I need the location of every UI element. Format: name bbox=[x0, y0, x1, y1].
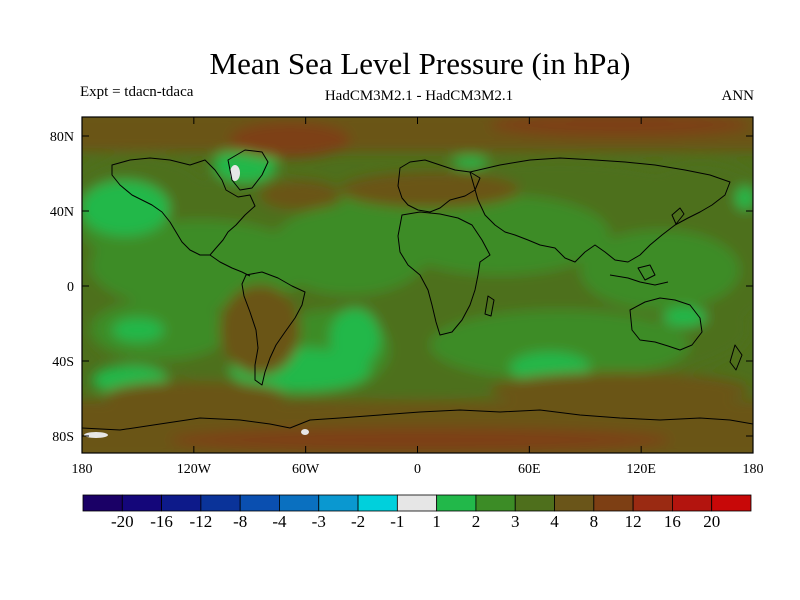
contour-level-12 bbox=[170, 117, 750, 452]
colorbar-swatch bbox=[121, 494, 162, 512]
lon-label: 60W bbox=[292, 462, 320, 477]
plot-title: Mean Sea Level Pressure (in hPa) bbox=[209, 46, 631, 81]
colorbar-label: 4 bbox=[550, 512, 559, 531]
coast-europe bbox=[397, 159, 481, 213]
colorbar-swatch bbox=[632, 494, 673, 512]
colorbar-label: 12 bbox=[625, 512, 642, 531]
coast-borneo bbox=[637, 264, 656, 281]
coast-central-america bbox=[209, 254, 251, 277]
coast-madagascar bbox=[484, 295, 495, 317]
colorbar-swatch bbox=[593, 494, 634, 512]
colorbar-swatch bbox=[672, 494, 713, 512]
colorbar-swatch bbox=[357, 494, 398, 512]
lon-label: 180 bbox=[72, 462, 93, 477]
colorbar-label: 20 bbox=[703, 512, 720, 531]
map-field bbox=[82, 117, 753, 453]
lon-label: 0 bbox=[414, 462, 421, 477]
lon-label: 120W bbox=[177, 462, 212, 477]
lat-label: 80N bbox=[50, 130, 74, 145]
coast-australia bbox=[629, 297, 703, 351]
colorbar-swatch bbox=[239, 494, 280, 512]
colorbar-label: 3 bbox=[511, 512, 520, 531]
colorbar-label: -1 bbox=[390, 512, 404, 531]
lat-label: 0 bbox=[67, 280, 74, 295]
lat-label: 80S bbox=[52, 430, 74, 445]
colorbar-label: -3 bbox=[312, 512, 326, 531]
colorbar-swatch bbox=[554, 494, 595, 512]
colorbar-label: 8 bbox=[590, 512, 599, 531]
coast-south-america bbox=[241, 271, 306, 386]
lon-label: 60E bbox=[518, 462, 541, 477]
antarctic-light-patch bbox=[301, 429, 309, 435]
colorbar-swatch bbox=[200, 494, 241, 512]
lat-label: 40S bbox=[52, 355, 74, 370]
colorbar-swatch bbox=[279, 494, 320, 512]
colorbar-swatch bbox=[475, 494, 516, 512]
model-label: HadCM3M2.1 - HadCM3M2.1 bbox=[324, 88, 514, 104]
colorbar-label: 16 bbox=[664, 512, 681, 531]
colorbar-swatch bbox=[318, 494, 359, 512]
colorbar-swatch bbox=[514, 494, 555, 512]
colorbar-label: -4 bbox=[272, 512, 287, 531]
colorbar: -20 -16 -12 -8 -4 -3 -2 -1 1 2 3 4 8 12 16 20 bbox=[82, 494, 752, 531]
colorbar-swatch bbox=[161, 494, 202, 512]
experiment-label: Expt = tdacn-tdaca bbox=[80, 84, 194, 100]
lon-label: 180 bbox=[743, 462, 764, 477]
colorbar-swatch bbox=[82, 494, 123, 512]
colorbar-swatch bbox=[396, 494, 438, 512]
coast-africa bbox=[397, 211, 491, 336]
polar-patches bbox=[84, 165, 309, 438]
greenland-light-patch bbox=[230, 165, 240, 181]
coastlines bbox=[82, 149, 753, 431]
colorbar-label: -8 bbox=[233, 512, 247, 531]
coast-antarctica bbox=[82, 409, 753, 431]
ross-light-patch bbox=[84, 432, 108, 438]
coast-japan bbox=[671, 207, 685, 225]
coast-new-zealand bbox=[729, 344, 743, 371]
coast-indonesia bbox=[609, 274, 669, 286]
colorbar-label: -2 bbox=[351, 512, 365, 531]
colorbar-swatch bbox=[711, 494, 752, 512]
lat-label: 40N bbox=[50, 205, 74, 220]
season-label: ANN bbox=[721, 88, 755, 104]
colorbar-swatch bbox=[436, 494, 477, 512]
coast-north-america bbox=[111, 157, 256, 256]
lon-label: 120E bbox=[626, 462, 656, 477]
colorbar-label: 2 bbox=[472, 512, 481, 531]
colorbar-label: -20 bbox=[111, 512, 134, 531]
colorbar-label: -16 bbox=[150, 512, 173, 531]
coast-asia bbox=[469, 157, 731, 263]
longitude-axis: 180 120W 60W 0 60E 120E 180 bbox=[72, 117, 764, 477]
latitude-axis: 80N 40N 0 40S 80S bbox=[50, 130, 753, 445]
colorbar-label: 1 bbox=[432, 512, 441, 531]
coast-greenland bbox=[227, 149, 269, 191]
colorbar-label: -12 bbox=[190, 512, 213, 531]
